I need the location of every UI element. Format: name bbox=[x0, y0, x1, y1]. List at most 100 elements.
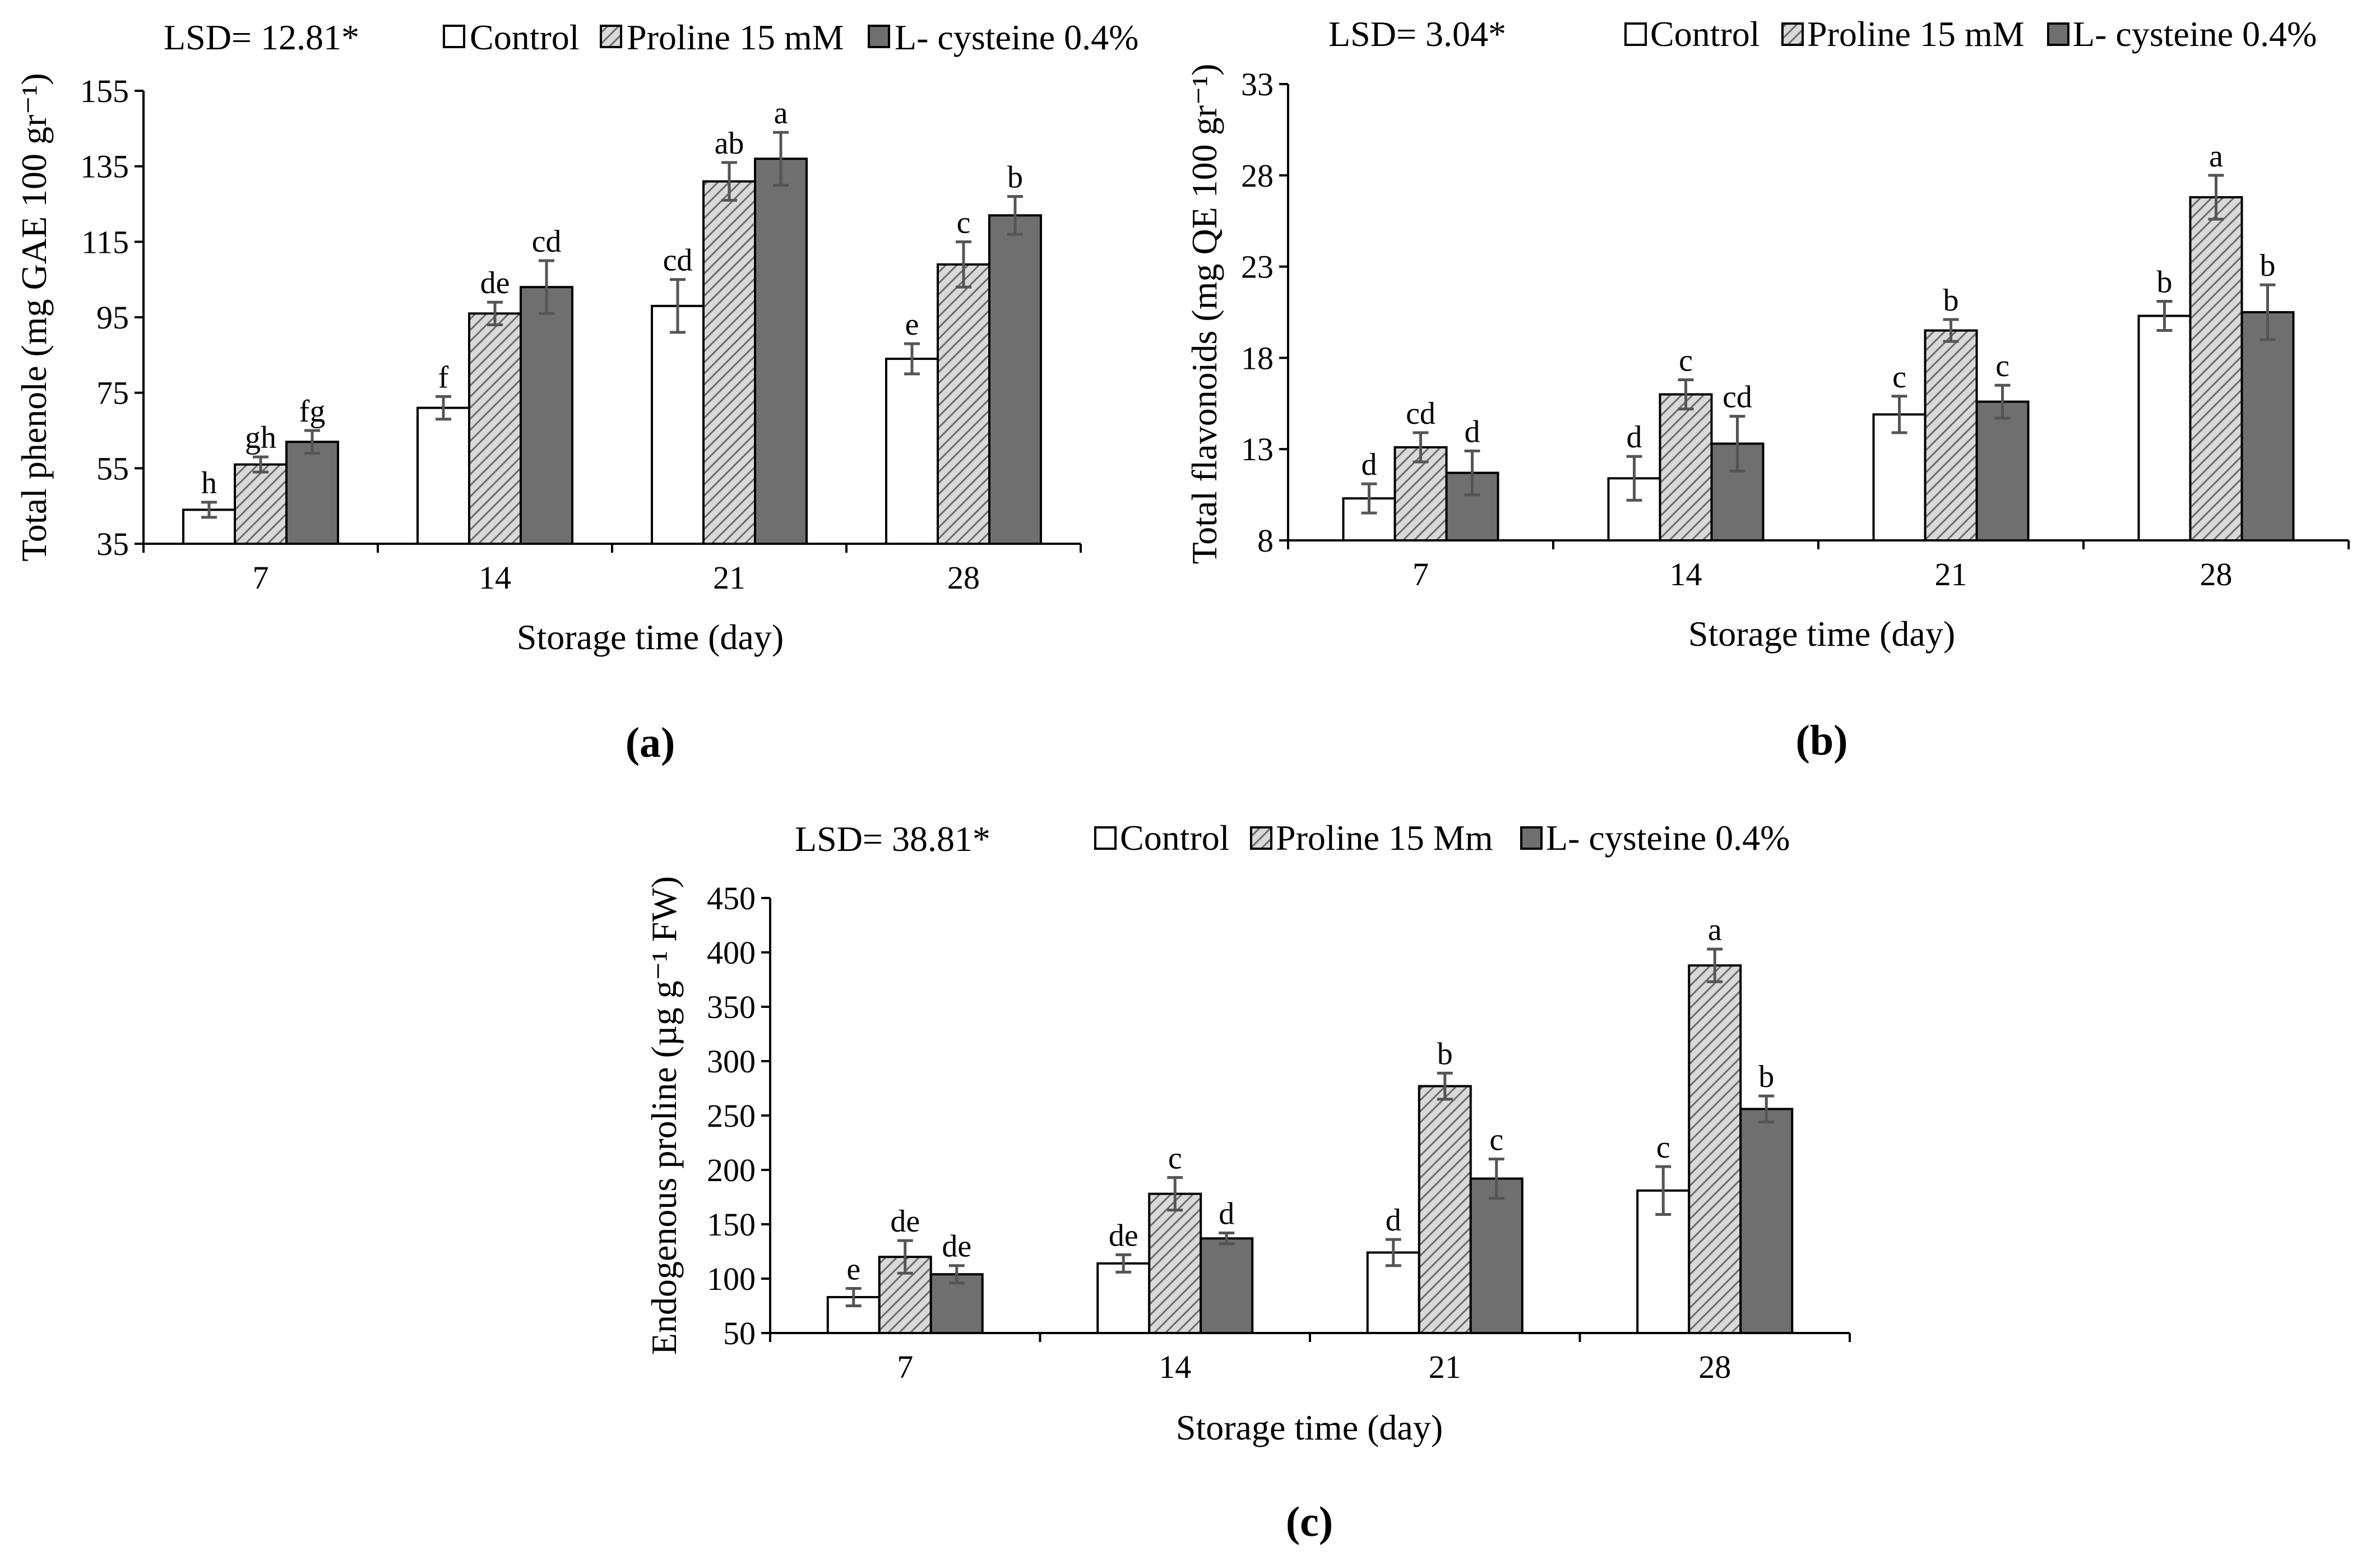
significance-letter: b bbox=[1943, 283, 1959, 318]
bar-proline-day-14 bbox=[1659, 393, 1713, 542]
panel-a: LSD= 12.81* Control Proline 15 mM L- cys… bbox=[14, 17, 1138, 766]
x-tick-label: 7 bbox=[897, 1349, 913, 1385]
x-tick-label: 14 bbox=[1159, 1349, 1191, 1385]
y-tick-label: 28 bbox=[1241, 158, 1274, 194]
bar-proline-day-21 bbox=[1924, 329, 1978, 542]
x-tick-label: 14 bbox=[1670, 556, 1702, 593]
significance-letter: c bbox=[1168, 1141, 1182, 1176]
bar-proline-day-14 bbox=[468, 312, 522, 545]
panel-label-c: (c) bbox=[1286, 1498, 1333, 1545]
legend-swatch-cysteine-b bbox=[2047, 22, 2069, 46]
significance-letter: b bbox=[1437, 1036, 1453, 1071]
x-tick-label: 7 bbox=[253, 559, 269, 596]
y-tick-label: 115 bbox=[81, 224, 129, 260]
x-tick-label: 21 bbox=[1935, 556, 1967, 593]
significance-letter: c bbox=[957, 205, 971, 240]
x-tick-label: 28 bbox=[2200, 556, 2233, 593]
legend-label-proline-b: Proline 15 mM bbox=[1807, 14, 2025, 54]
significance-letter: de bbox=[1109, 1218, 1138, 1253]
significance-letter: cd bbox=[1723, 380, 1752, 415]
lsd-label-b: LSD= 3.04* bbox=[1328, 14, 1506, 54]
legend-label-cysteine-c: L- cysteine 0.4% bbox=[1546, 818, 1790, 858]
significance-letter: b bbox=[2157, 265, 2173, 299]
significance-letter: cd bbox=[1406, 396, 1436, 431]
y-tick-label: 55 bbox=[96, 450, 129, 487]
y-tick-label: 135 bbox=[80, 149, 129, 185]
significance-letter: c bbox=[1892, 360, 1906, 395]
significance-letter: h bbox=[201, 466, 217, 501]
bar-proline-day-14 bbox=[1148, 1192, 1202, 1334]
y-tick-label: 18 bbox=[1241, 340, 1274, 376]
lsd-label-c: LSD= 38.81* bbox=[795, 819, 990, 859]
bar-cysteine-day-14 bbox=[1200, 1237, 1254, 1334]
significance-letter: c bbox=[1995, 349, 2009, 383]
significance-letter: a bbox=[774, 96, 788, 131]
y-tick-label: 35 bbox=[96, 526, 129, 562]
bar-cysteine-day-21 bbox=[1975, 400, 2030, 542]
legend-swatch-control-c bbox=[1094, 826, 1117, 850]
bar-cysteine-day-7 bbox=[929, 1273, 984, 1334]
bar-cysteine-day-28 bbox=[2240, 311, 2295, 542]
y-axis-label-a: Total phenole (mg GAE 100 gr⁻¹) bbox=[14, 73, 54, 561]
significance-letter: cd bbox=[532, 224, 562, 259]
significance-letter: d bbox=[1465, 414, 1480, 449]
bar-cysteine-day-7 bbox=[285, 441, 339, 545]
significance-letter: d bbox=[1386, 1203, 1401, 1238]
lsd-label-a: LSD= 12.81* bbox=[164, 17, 359, 57]
legend-swatch-cysteine-c bbox=[1520, 826, 1543, 850]
legend-swatch-control-a bbox=[443, 25, 465, 48]
y-tick-label: 33 bbox=[1241, 66, 1274, 103]
significance-letter: f bbox=[438, 360, 449, 395]
significance-letter: a bbox=[1708, 913, 1722, 947]
significance-letter: c bbox=[1656, 1130, 1670, 1165]
y-tick-label: 450 bbox=[707, 880, 756, 917]
bar-proline-day-28 bbox=[937, 263, 990, 545]
bar-control-day-28 bbox=[885, 358, 939, 545]
legend-c: Control Proline 15 Mm L- cysteine 0.4% bbox=[1094, 818, 1790, 858]
legend-label-proline-a: Proline 15 mM bbox=[627, 17, 844, 57]
bar-proline-day-28 bbox=[2189, 196, 2243, 542]
significance-letter: de bbox=[890, 1204, 920, 1239]
legend-swatch-proline-c bbox=[1250, 826, 1272, 850]
x-tick-label: 28 bbox=[947, 559, 980, 596]
legend-swatch-control-b bbox=[1624, 22, 1647, 46]
y-tick-label: 200 bbox=[707, 1152, 756, 1188]
y-tick-label: 75 bbox=[96, 375, 129, 411]
significance-letter: fg bbox=[299, 394, 326, 429]
y-tick-label: 350 bbox=[707, 989, 756, 1025]
panel-c: LSD= 38.81* Control Proline 15 Mm L- cys… bbox=[644, 818, 1851, 1545]
bar-proline-day-21 bbox=[1418, 1085, 1472, 1334]
y-tick-label: 300 bbox=[707, 1043, 756, 1080]
y-tick-label: 13 bbox=[1241, 431, 1274, 468]
legend-swatch-proline-b bbox=[1781, 22, 1804, 46]
bar-proline-day-7 bbox=[1393, 446, 1448, 542]
bar-control-day-14 bbox=[1096, 1262, 1151, 1335]
y-tick-label: 95 bbox=[96, 299, 129, 336]
plot-area-c: 501001502002503003504004507edede14decd21… bbox=[707, 880, 1851, 1385]
significance-letter: ab bbox=[715, 126, 744, 161]
legend-label-cysteine-b: L- cysteine 0.4% bbox=[2073, 14, 2317, 54]
legend-label-proline-c: Proline 15 Mm bbox=[1276, 818, 1493, 858]
significance-letter: d bbox=[1627, 420, 1642, 455]
legend-b: Control Proline 15 mM L- cysteine 0.4% bbox=[1624, 14, 2317, 54]
significance-letter: de bbox=[942, 1229, 971, 1264]
y-tick-label: 50 bbox=[723, 1315, 756, 1352]
bar-control-day-21 bbox=[651, 304, 705, 545]
panel-label-a: (a) bbox=[626, 719, 675, 766]
y-tick-label: 250 bbox=[707, 1098, 756, 1134]
significance-letter: gh bbox=[245, 420, 276, 455]
legend-swatch-proline-a bbox=[600, 25, 622, 48]
y-tick-label: 100 bbox=[707, 1261, 756, 1297]
panel-label-b: (b) bbox=[1796, 717, 1848, 764]
bar-proline-day-7 bbox=[234, 463, 288, 545]
x-axis-label-c: Storage time (day) bbox=[1176, 1408, 1443, 1447]
significance-letter: d bbox=[1362, 447, 1377, 482]
bar-cysteine-day-21 bbox=[1469, 1177, 1524, 1335]
plot-area-a: 355575951151351557hghfg14fdecd21cdaba28e… bbox=[80, 73, 1082, 596]
bar-cysteine-day-28 bbox=[1739, 1108, 1794, 1334]
y-tick-label: 400 bbox=[707, 934, 756, 971]
significance-letter: c bbox=[1489, 1123, 1503, 1158]
bar-proline-day-21 bbox=[702, 180, 756, 545]
